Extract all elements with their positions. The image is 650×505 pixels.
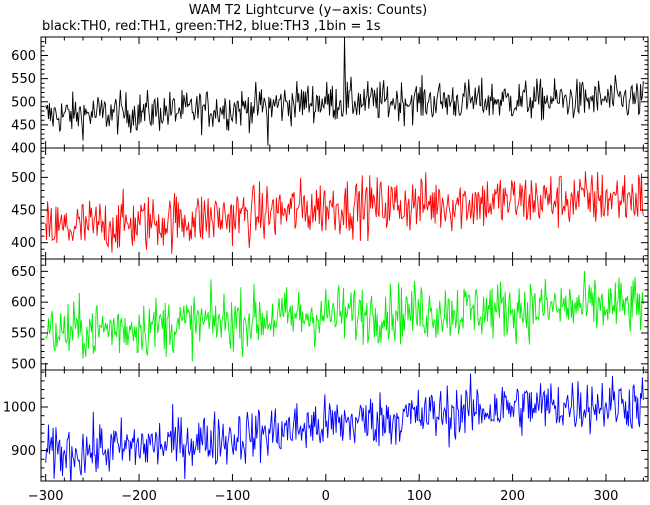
panel-th0: 400 450 500 550 600 — [11, 36, 649, 157]
y-tick-label: 450 — [11, 118, 36, 133]
y-tick-label: 1000 — [3, 401, 36, 416]
panel-th2: 500 550 600 650 — [11, 258, 649, 372]
y-tick-label: 450 — [11, 204, 36, 219]
y-tick-label: 500 — [11, 171, 36, 186]
series-line-th1 — [45, 171, 644, 254]
y-tick-label: 900 — [11, 444, 36, 459]
x-tick-label: −300 — [28, 489, 64, 504]
x-tick-label: 100 — [407, 489, 432, 504]
y-tick-label: 650 — [11, 265, 36, 280]
series-line-th2 — [45, 270, 644, 362]
y-tick-label: 600 — [11, 49, 36, 64]
x-tick-label: 200 — [500, 489, 525, 504]
y-tick-label: 550 — [11, 72, 36, 87]
x-tick-label: −100 — [215, 489, 251, 504]
panel-th1: 400 450 500 — [11, 147, 649, 260]
x-tick-label: −200 — [121, 489, 157, 504]
y-tick-label: 400 — [11, 142, 36, 157]
y-tick-label: 550 — [11, 327, 36, 342]
chart-subtitle: black:TH0, red:TH1, green:TH2, blue:TH3 … — [42, 19, 381, 34]
series-line-th0 — [45, 37, 644, 146]
y-tick-label: 500 — [11, 95, 36, 110]
x-tick-label: 300 — [594, 489, 619, 504]
y-tick-label: 600 — [11, 296, 36, 311]
series-line-th3 — [45, 373, 644, 481]
y-tick-label: 500 — [11, 357, 36, 372]
x-axis: −300 −200 −100 0 100 200 300 — [28, 489, 619, 504]
x-tick-label: 0 — [322, 489, 330, 504]
panels-group: 400 450 500 550 600 400 450 500 500 550 600 650 900 1… — [3, 36, 649, 482]
panel-th3: 900 1000 — [3, 369, 649, 482]
y-tick-label: 400 — [11, 236, 36, 251]
panel-frame — [40, 369, 649, 482]
chart-title: WAM T2 Lightcurve (y−axis: Counts) — [189, 3, 427, 18]
